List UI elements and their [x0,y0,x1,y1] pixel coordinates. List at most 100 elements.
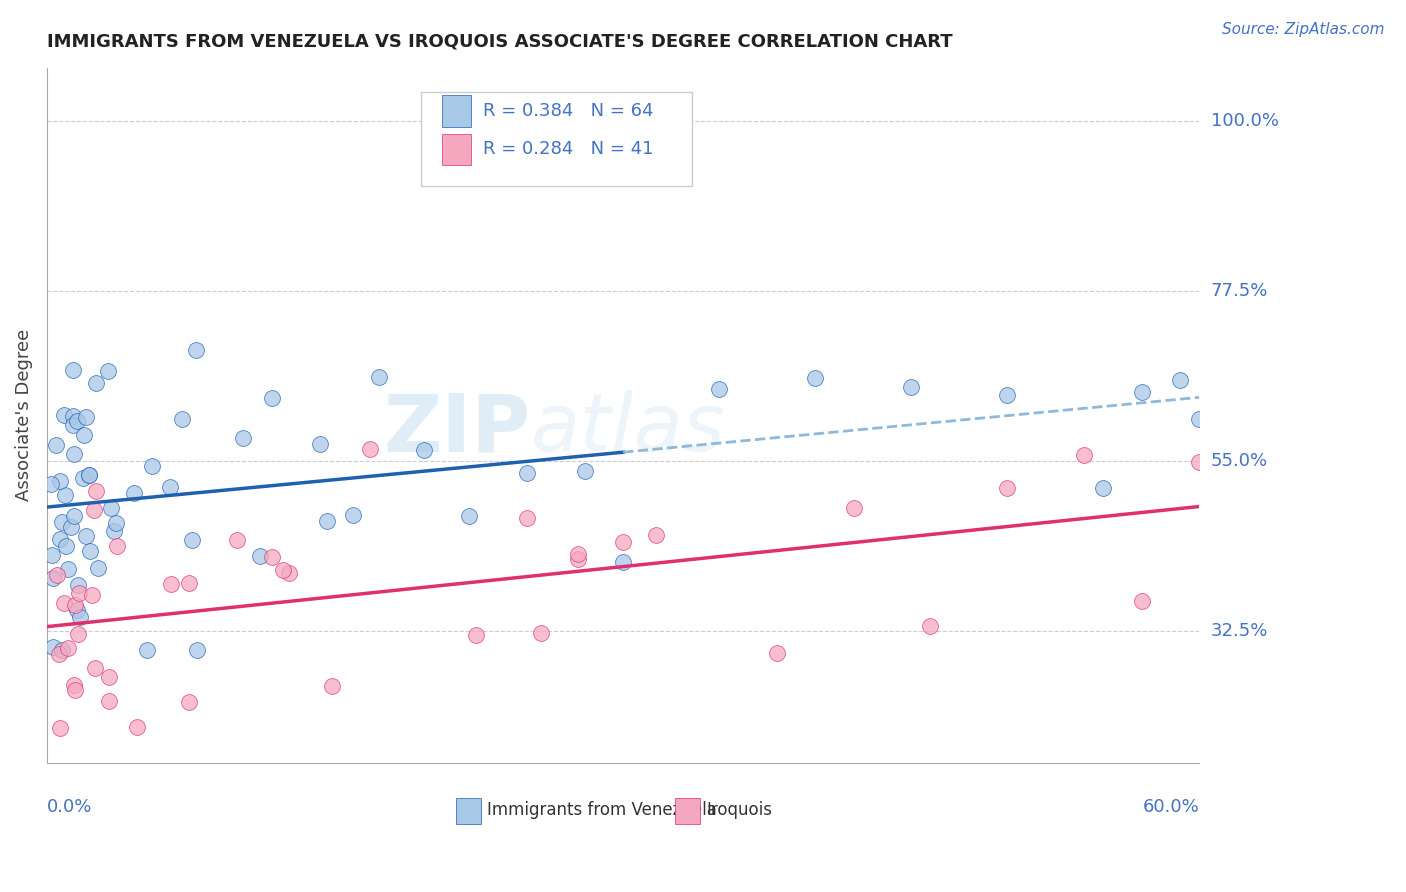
Point [79,544,101,558]
Point [413,442,436,457]
FancyBboxPatch shape [443,95,471,127]
Point [226,533,249,547]
Point [516,510,538,524]
Point [45,438,67,452]
Point [62,363,84,377]
Point [709,382,731,396]
Point [567,551,589,566]
Y-axis label: Associate's Degree: Associate's Degree [15,329,32,501]
Point [645,528,668,542]
Point [51,642,73,657]
Point [804,371,827,385]
Point [63,447,86,461]
Point [98,694,121,708]
Text: 0.0%: 0.0% [46,797,93,816]
Point [80,588,103,602]
Point [66,578,89,592]
Text: 77.5%: 77.5% [1211,282,1268,300]
Point [87,560,110,574]
Text: 60.0%: 60.0% [1143,797,1199,816]
Text: Immigrants from Venezuela: Immigrants from Venezuela [486,801,717,820]
Point [159,480,181,494]
Text: Iroquois: Iroquois [706,801,772,820]
Point [58,641,80,656]
Point [262,391,284,405]
Point [567,547,589,561]
Point [995,481,1018,495]
Point [72,427,94,442]
Text: 55.0%: 55.0% [1211,451,1268,470]
Point [766,646,789,660]
Point [56,562,79,576]
Point [465,627,488,641]
Point [53,409,76,423]
Point [612,535,634,549]
Point [516,467,538,481]
Point [135,642,157,657]
Point [1168,373,1191,387]
Text: R = 0.284   N = 41: R = 0.284 N = 41 [482,140,652,159]
Point [612,556,634,570]
Point [315,514,337,528]
Point [66,602,89,616]
Point [49,532,72,546]
Point [1188,455,1211,469]
Point [141,458,163,473]
Point [271,563,294,577]
Point [321,679,343,693]
Text: atlas: atlas [531,391,725,468]
Point [1188,411,1211,425]
Point [75,409,97,424]
Point [63,678,86,692]
Point [67,627,90,641]
Point [48,647,70,661]
Point [186,642,208,657]
FancyBboxPatch shape [456,797,481,824]
Point [42,640,65,654]
Text: IMMIGRANTS FROM VENEZUELA VS IROQUOIS ASSOCIATE'S DEGREE CORRELATION CHART: IMMIGRANTS FROM VENEZUELA VS IROQUOIS AS… [46,33,952,51]
Point [900,380,922,394]
Point [53,488,76,502]
Point [184,343,207,357]
Point [55,539,77,553]
Point [103,524,125,538]
Point [122,486,145,500]
Point [63,598,86,612]
Point [260,550,283,565]
Point [62,509,84,524]
Point [1130,593,1153,607]
Point [105,516,128,531]
Point [458,508,481,523]
Point [39,476,62,491]
Point [77,467,100,482]
Point [75,529,97,543]
Point [49,474,72,488]
Point [232,432,254,446]
Point [342,508,364,522]
Point [52,596,75,610]
Point [1073,448,1095,462]
FancyBboxPatch shape [443,134,471,165]
Point [97,364,120,378]
Point [920,619,942,633]
Point [72,471,94,485]
Text: R = 0.384   N = 64: R = 0.384 N = 64 [482,102,652,120]
Point [172,412,194,426]
Point [49,721,72,735]
Point [125,720,148,734]
Point [83,503,105,517]
Point [63,683,86,698]
Point [177,576,200,591]
Point [46,568,69,582]
Point [42,571,65,585]
Text: 100.0%: 100.0% [1211,112,1278,129]
Point [79,467,101,482]
Point [842,501,865,516]
Text: Source: ZipAtlas.com: Source: ZipAtlas.com [1222,22,1385,37]
Point [67,585,90,599]
Point [1130,385,1153,400]
Point [66,414,89,428]
Point [60,520,83,534]
Point [574,464,596,478]
Point [995,388,1018,402]
